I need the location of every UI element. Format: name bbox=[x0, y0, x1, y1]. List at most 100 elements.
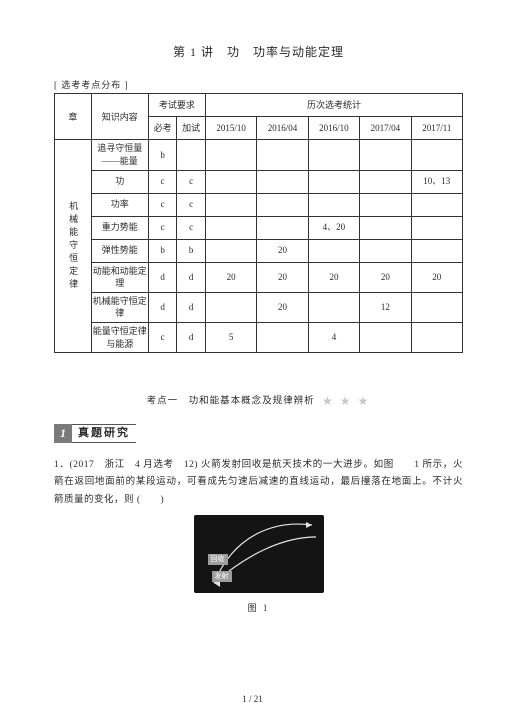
table-header-row-1: 章 知识内容 考试要求 历次选考统计 bbox=[55, 94, 463, 117]
row-name: 功率 bbox=[91, 193, 148, 216]
row-c4 bbox=[360, 322, 411, 352]
row-c2: 20 bbox=[257, 262, 308, 292]
row-c3 bbox=[308, 170, 359, 193]
row-c2 bbox=[257, 322, 308, 352]
row-c5 bbox=[411, 239, 462, 262]
hdr-content: 知识内容 bbox=[91, 94, 148, 140]
row-r1: d bbox=[148, 292, 177, 322]
table-row: 动能和动能定理 d d 20 20 20 20 20 bbox=[55, 262, 463, 292]
bracket-note: [ 选考考点分布 ] bbox=[54, 79, 463, 92]
table-row: 功率 c c bbox=[55, 193, 463, 216]
question-text: 1．(2017 浙江 4 月选考 12) 火箭发射回收是航天技术的一大进步。如图… bbox=[54, 457, 463, 508]
table-row: 能量守恒定律与能源 c d 5 4 bbox=[55, 322, 463, 352]
row-r1: d bbox=[148, 262, 177, 292]
hdr-y4: 2017/04 bbox=[360, 117, 411, 140]
row-c4: 20 bbox=[360, 262, 411, 292]
table-row: 机械能守恒定律 d d 20 12 bbox=[55, 292, 463, 322]
row-c4 bbox=[360, 170, 411, 193]
hdr-chapter: 章 bbox=[55, 94, 92, 140]
hdr-y3: 2016/10 bbox=[308, 117, 359, 140]
figure-1: 回收 发射 bbox=[194, 515, 324, 593]
exam-table: 章 知识内容 考试要求 历次选考统计 必考 加试 2015/10 2016/04… bbox=[54, 93, 463, 353]
section-2: 考点一 功和能基本概念及规律辨析 ★ ★ ★ bbox=[54, 393, 463, 410]
row-c2 bbox=[257, 193, 308, 216]
row-r2: d bbox=[177, 262, 206, 292]
row-r2: c bbox=[177, 170, 206, 193]
row-c2 bbox=[257, 170, 308, 193]
hdr-y1: 2015/10 bbox=[205, 117, 256, 140]
row-name: 能量守恒定律与能源 bbox=[91, 322, 148, 352]
row-r2: d bbox=[177, 292, 206, 322]
hdr-y2: 2016/04 bbox=[257, 117, 308, 140]
row-c3 bbox=[308, 239, 359, 262]
row-c5 bbox=[411, 193, 462, 216]
row-c1: 20 bbox=[205, 262, 256, 292]
row-r2 bbox=[177, 140, 206, 170]
row-r1: c bbox=[148, 216, 177, 239]
row-c2: 20 bbox=[257, 292, 308, 322]
page-title: 第 1 讲 功 功率与动能定理 bbox=[54, 44, 463, 61]
hdr-y5: 2017/11 bbox=[411, 117, 462, 140]
figure-wrap: 回收 发射 图 1 bbox=[54, 515, 463, 615]
hdr-stat-group: 历次选考统计 bbox=[205, 94, 462, 117]
row-c2 bbox=[257, 140, 308, 170]
row-c1 bbox=[205, 292, 256, 322]
row-r2: c bbox=[177, 193, 206, 216]
table-row: 重力势能 c c 4、20 bbox=[55, 216, 463, 239]
row-c3 bbox=[308, 193, 359, 216]
badge: 1 真题研究 bbox=[54, 424, 463, 443]
row-c1 bbox=[205, 239, 256, 262]
row-name: 功 bbox=[91, 170, 148, 193]
row-c5 bbox=[411, 140, 462, 170]
table-row: 机械能守恒定律 追寻守恒量——能量 b bbox=[55, 140, 463, 170]
hdr-req1: 必考 bbox=[148, 117, 177, 140]
row-name: 追寻守恒量——能量 bbox=[91, 140, 148, 170]
row-c4 bbox=[360, 216, 411, 239]
row-c3: 20 bbox=[308, 262, 359, 292]
row-c5 bbox=[411, 216, 462, 239]
row-c4: 12 bbox=[360, 292, 411, 322]
row-c5: 10、13 bbox=[411, 170, 462, 193]
badge-text: 真题研究 bbox=[72, 424, 136, 443]
row-c1 bbox=[205, 193, 256, 216]
badge-number: 1 bbox=[54, 424, 72, 443]
row-c3 bbox=[308, 140, 359, 170]
figure-tag-top: 回收 bbox=[208, 554, 228, 566]
row-c4 bbox=[360, 193, 411, 216]
row-c1 bbox=[205, 216, 256, 239]
page-number: 1 / 21 bbox=[0, 693, 505, 706]
row-r1: c bbox=[148, 170, 177, 193]
row-r2: b bbox=[177, 239, 206, 262]
row-r1: b bbox=[148, 239, 177, 262]
row-c4 bbox=[360, 239, 411, 262]
row-r2: c bbox=[177, 216, 206, 239]
row-c2 bbox=[257, 216, 308, 239]
chapter-cell: 机械能守恒定律 bbox=[55, 140, 92, 353]
figure-tag-bottom: 发射 bbox=[212, 571, 232, 583]
row-r1: c bbox=[148, 322, 177, 352]
row-name: 机械能守恒定律 bbox=[91, 292, 148, 322]
hdr-req-group: 考试要求 bbox=[148, 94, 205, 117]
row-c1 bbox=[205, 170, 256, 193]
row-c1 bbox=[205, 140, 256, 170]
row-c5 bbox=[411, 292, 462, 322]
row-c5: 20 bbox=[411, 262, 462, 292]
stars-icon: ★ ★ ★ bbox=[322, 394, 370, 408]
row-r1: c bbox=[148, 193, 177, 216]
row-c3: 4、20 bbox=[308, 216, 359, 239]
hdr-req2: 加试 bbox=[177, 117, 206, 140]
row-c4 bbox=[360, 140, 411, 170]
figure-caption: 图 1 bbox=[54, 602, 463, 615]
row-c5 bbox=[411, 322, 462, 352]
row-name: 弹性势能 bbox=[91, 239, 148, 262]
row-c1: 5 bbox=[205, 322, 256, 352]
table-row: 功 c c 10、13 bbox=[55, 170, 463, 193]
row-r2: d bbox=[177, 322, 206, 352]
row-name: 动能和动能定理 bbox=[91, 262, 148, 292]
table-row: 弹性势能 b b 20 bbox=[55, 239, 463, 262]
row-c2: 20 bbox=[257, 239, 308, 262]
section-2-heading: 考点一 功和能基本概念及规律辨析 bbox=[147, 397, 315, 407]
row-c3: 4 bbox=[308, 322, 359, 352]
row-c3 bbox=[308, 292, 359, 322]
row-name: 重力势能 bbox=[91, 216, 148, 239]
